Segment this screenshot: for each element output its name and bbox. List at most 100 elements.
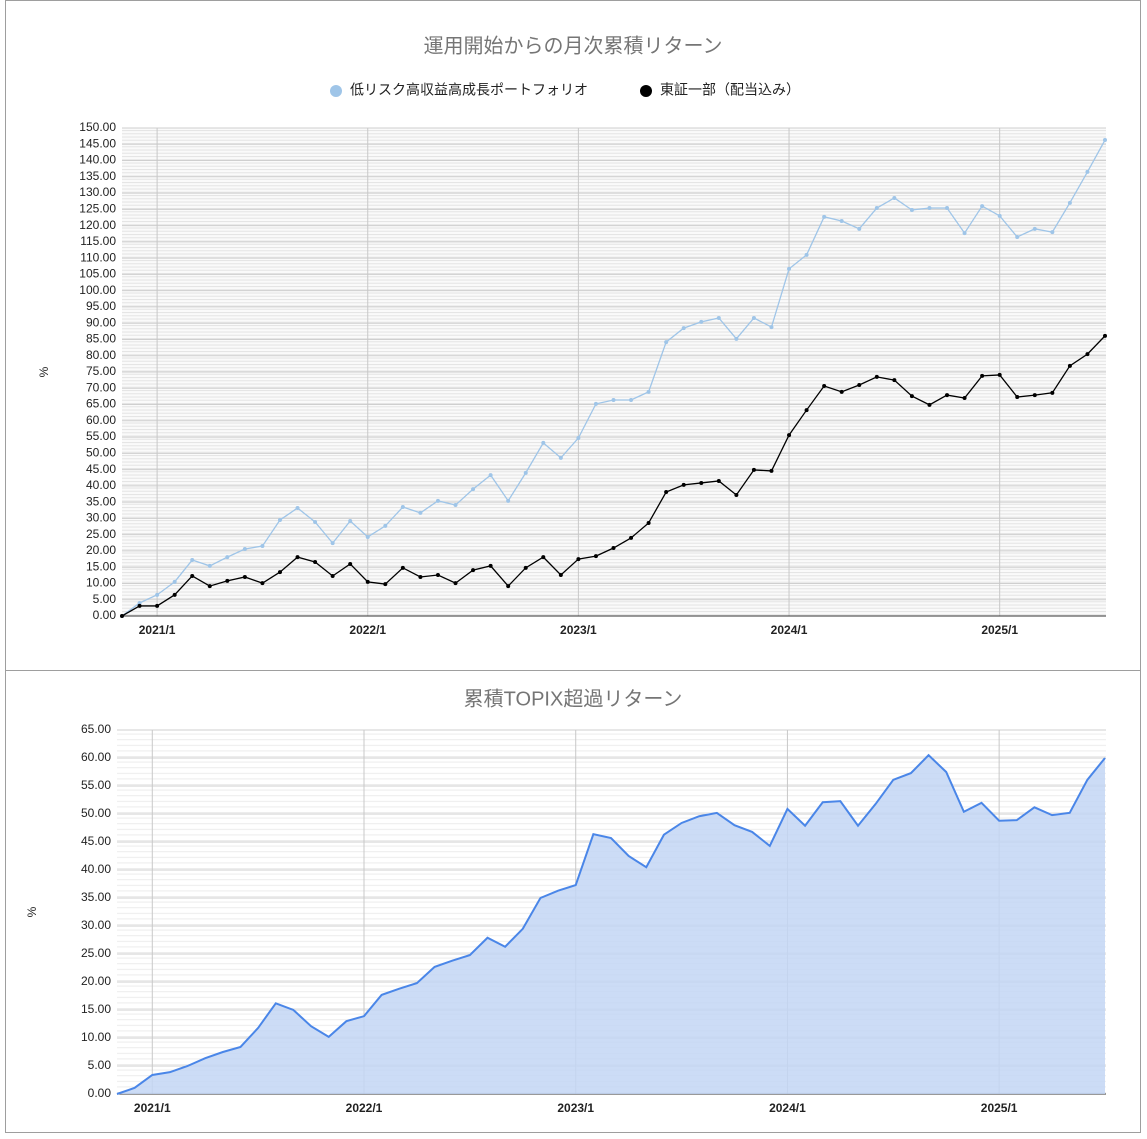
data-point bbox=[769, 325, 774, 330]
data-point bbox=[945, 206, 950, 211]
data-point bbox=[400, 565, 405, 570]
y-tick-label: 15.00 bbox=[81, 1002, 111, 1016]
data-point bbox=[892, 195, 897, 200]
y-tick-label: 130.00 bbox=[79, 185, 116, 199]
data-point bbox=[927, 402, 932, 407]
y-tick-label: 55.00 bbox=[86, 429, 116, 443]
data-point bbox=[207, 563, 212, 568]
y-tick-label: 45.00 bbox=[81, 834, 111, 848]
y-tick-label: 20.00 bbox=[86, 543, 116, 557]
x-tick-label: 2025/1 bbox=[981, 1101, 1018, 1115]
y-tick-label: 90.00 bbox=[86, 315, 116, 329]
x-tick-label: 2021/1 bbox=[139, 623, 176, 637]
data-point bbox=[277, 518, 282, 523]
data-point bbox=[1032, 226, 1037, 231]
data-point bbox=[927, 206, 932, 211]
x-tick-label: 2025/1 bbox=[981, 623, 1018, 637]
y-tick-label: 105.00 bbox=[79, 267, 116, 281]
y-tick-label: 35.00 bbox=[81, 890, 111, 904]
data-point bbox=[629, 535, 634, 540]
y-tick-label: 0.00 bbox=[88, 1086, 112, 1100]
data-point bbox=[242, 546, 247, 551]
data-point bbox=[523, 470, 528, 475]
data-point bbox=[172, 592, 177, 597]
data-point bbox=[716, 315, 721, 320]
data-point bbox=[1015, 234, 1020, 239]
y-tick-label: 10.00 bbox=[86, 576, 116, 590]
data-point bbox=[1067, 200, 1072, 205]
data-point bbox=[155, 592, 160, 597]
y-tick-label: 20.00 bbox=[81, 974, 111, 988]
data-point bbox=[541, 440, 546, 445]
data-point bbox=[453, 581, 458, 586]
x-tick-label: 2023/1 bbox=[557, 1101, 594, 1115]
data-point bbox=[576, 557, 581, 562]
data-point bbox=[190, 558, 195, 563]
data-point bbox=[190, 573, 195, 578]
data-point bbox=[980, 373, 985, 378]
data-point bbox=[1085, 352, 1090, 357]
data-point bbox=[400, 505, 405, 510]
data-point bbox=[260, 544, 265, 549]
data-point bbox=[225, 578, 230, 583]
data-point bbox=[506, 498, 511, 503]
data-point bbox=[716, 478, 721, 483]
data-point bbox=[874, 374, 879, 379]
y-tick-label: 70.00 bbox=[86, 380, 116, 394]
chart-title: 運用開始からの月次累積リターン bbox=[424, 34, 723, 57]
data-point bbox=[997, 372, 1002, 377]
y-axis-label: % bbox=[25, 906, 39, 917]
data-point bbox=[909, 394, 914, 399]
data-point bbox=[453, 503, 458, 508]
area-line bbox=[116, 753, 1106, 1095]
data-point bbox=[435, 573, 440, 578]
y-tick-label: 40.00 bbox=[81, 862, 111, 876]
data-point bbox=[892, 378, 897, 383]
data-point bbox=[646, 389, 651, 394]
data-point bbox=[137, 603, 142, 608]
data-point bbox=[997, 213, 1002, 218]
data-point bbox=[558, 573, 563, 578]
data-point bbox=[330, 541, 335, 546]
y-tick-label: 30.00 bbox=[86, 511, 116, 525]
data-point bbox=[295, 505, 300, 510]
y-tick-label: 145.00 bbox=[79, 136, 116, 150]
data-point bbox=[488, 563, 493, 568]
legend-label: 低リスク高収益高成長ポートフォリオ bbox=[350, 82, 588, 98]
data-point bbox=[488, 473, 493, 478]
data-point bbox=[435, 498, 440, 503]
data-point bbox=[506, 584, 511, 589]
data-point bbox=[699, 319, 704, 324]
data-point bbox=[1067, 363, 1072, 368]
y-tick-label: 60.00 bbox=[81, 750, 111, 764]
data-point bbox=[822, 214, 827, 219]
data-point bbox=[1015, 395, 1020, 400]
data-point bbox=[348, 519, 353, 524]
area-fill bbox=[117, 755, 1105, 1094]
data-point bbox=[857, 383, 862, 388]
data-point bbox=[471, 487, 476, 492]
data-point bbox=[699, 480, 704, 485]
x-tick-label: 2022/1 bbox=[346, 1101, 383, 1115]
data-point bbox=[681, 326, 686, 331]
data-point bbox=[418, 574, 423, 579]
data-point bbox=[611, 397, 616, 402]
data-point bbox=[313, 519, 318, 524]
data-point bbox=[330, 573, 335, 578]
data-point bbox=[1085, 169, 1090, 174]
data-point bbox=[137, 600, 142, 605]
data-point bbox=[734, 492, 739, 497]
data-point bbox=[120, 614, 124, 618]
data-point bbox=[523, 565, 528, 570]
data-point bbox=[857, 226, 862, 231]
legend-label: 東証一部（配当込み） bbox=[660, 82, 800, 98]
data-point bbox=[611, 546, 616, 551]
y-tick-label: 40.00 bbox=[86, 478, 116, 492]
data-point bbox=[1050, 230, 1055, 235]
data-point bbox=[681, 482, 686, 487]
data-point bbox=[348, 561, 353, 566]
y-tick-label: 5.00 bbox=[88, 1058, 112, 1072]
y-tick-label: 50.00 bbox=[81, 806, 111, 820]
data-point bbox=[383, 523, 388, 528]
legend-marker bbox=[330, 85, 342, 97]
